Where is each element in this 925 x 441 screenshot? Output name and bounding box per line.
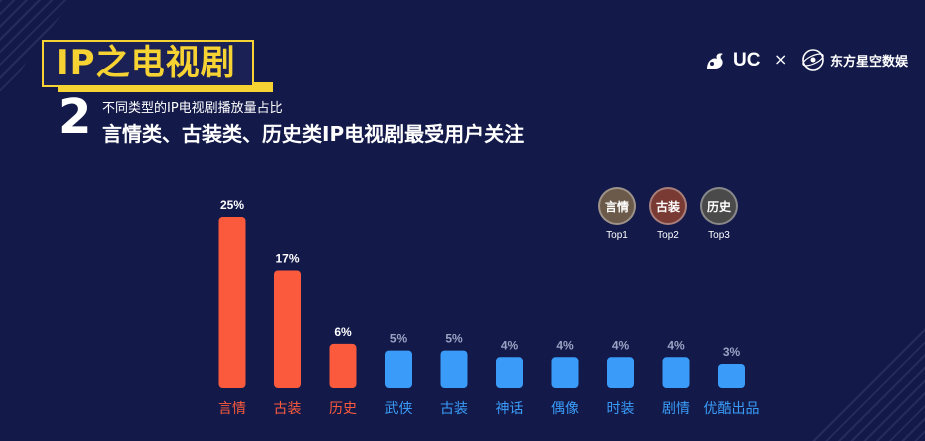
bar: [274, 270, 301, 388]
value-label: 4%: [612, 338, 630, 352]
top-badge: 古装: [649, 187, 687, 225]
section-number: 2: [58, 89, 92, 145]
page-title: IP之电视剧: [56, 43, 236, 83]
value-label: 4%: [667, 338, 685, 352]
category-label: 言情: [218, 401, 246, 417]
category-label: 古装: [274, 401, 302, 417]
partner-logo-text: 东方星空数娱: [830, 54, 909, 70]
chart-subtitle: 不同类型的IP电视剧播放量占比: [102, 101, 283, 116]
headline: 言情类、古装类、历史类IP电视剧最受用户关注: [102, 122, 525, 146]
value-label: 5%: [445, 332, 463, 346]
category-label: 剧情: [662, 401, 690, 417]
squirrel-icon: [707, 53, 723, 69]
category-label: 武侠: [385, 401, 413, 417]
category-label: 优酷出品: [704, 401, 760, 417]
top-rank-label: Top3: [708, 230, 730, 241]
value-label: 4%: [501, 338, 519, 352]
category-label: 时装: [607, 401, 635, 417]
value-label: 25%: [220, 198, 244, 212]
bar: [496, 357, 523, 388]
category-label: 古装: [440, 401, 468, 417]
partner-logo: 东方星空数娱: [800, 45, 908, 75]
bar: [385, 350, 412, 388]
bar: [607, 357, 634, 388]
bar: [440, 350, 468, 388]
uc-logo-text: UC: [733, 50, 761, 71]
bar: [662, 357, 690, 388]
value-label: 17%: [275, 251, 299, 265]
value-label: 4%: [556, 338, 574, 352]
bar: [218, 217, 246, 388]
category-label: 偶像: [551, 401, 579, 417]
times-sign: ×: [774, 50, 788, 69]
value-label: 6%: [334, 325, 352, 339]
category-label: 神话: [496, 401, 524, 417]
bar: [551, 357, 579, 388]
value-label: 3%: [723, 345, 741, 359]
bar: [718, 363, 745, 388]
top-badge: 言情: [598, 187, 636, 225]
top-rank-label: Top2: [657, 230, 679, 241]
category-label: 历史: [329, 401, 357, 417]
orbit-icon: [802, 49, 824, 71]
uc-logo: UC: [703, 48, 760, 74]
top-rank-label: Top1: [606, 230, 628, 241]
top-badge: 历史: [700, 187, 738, 225]
value-label: 5%: [390, 332, 408, 346]
bar: [329, 343, 357, 388]
